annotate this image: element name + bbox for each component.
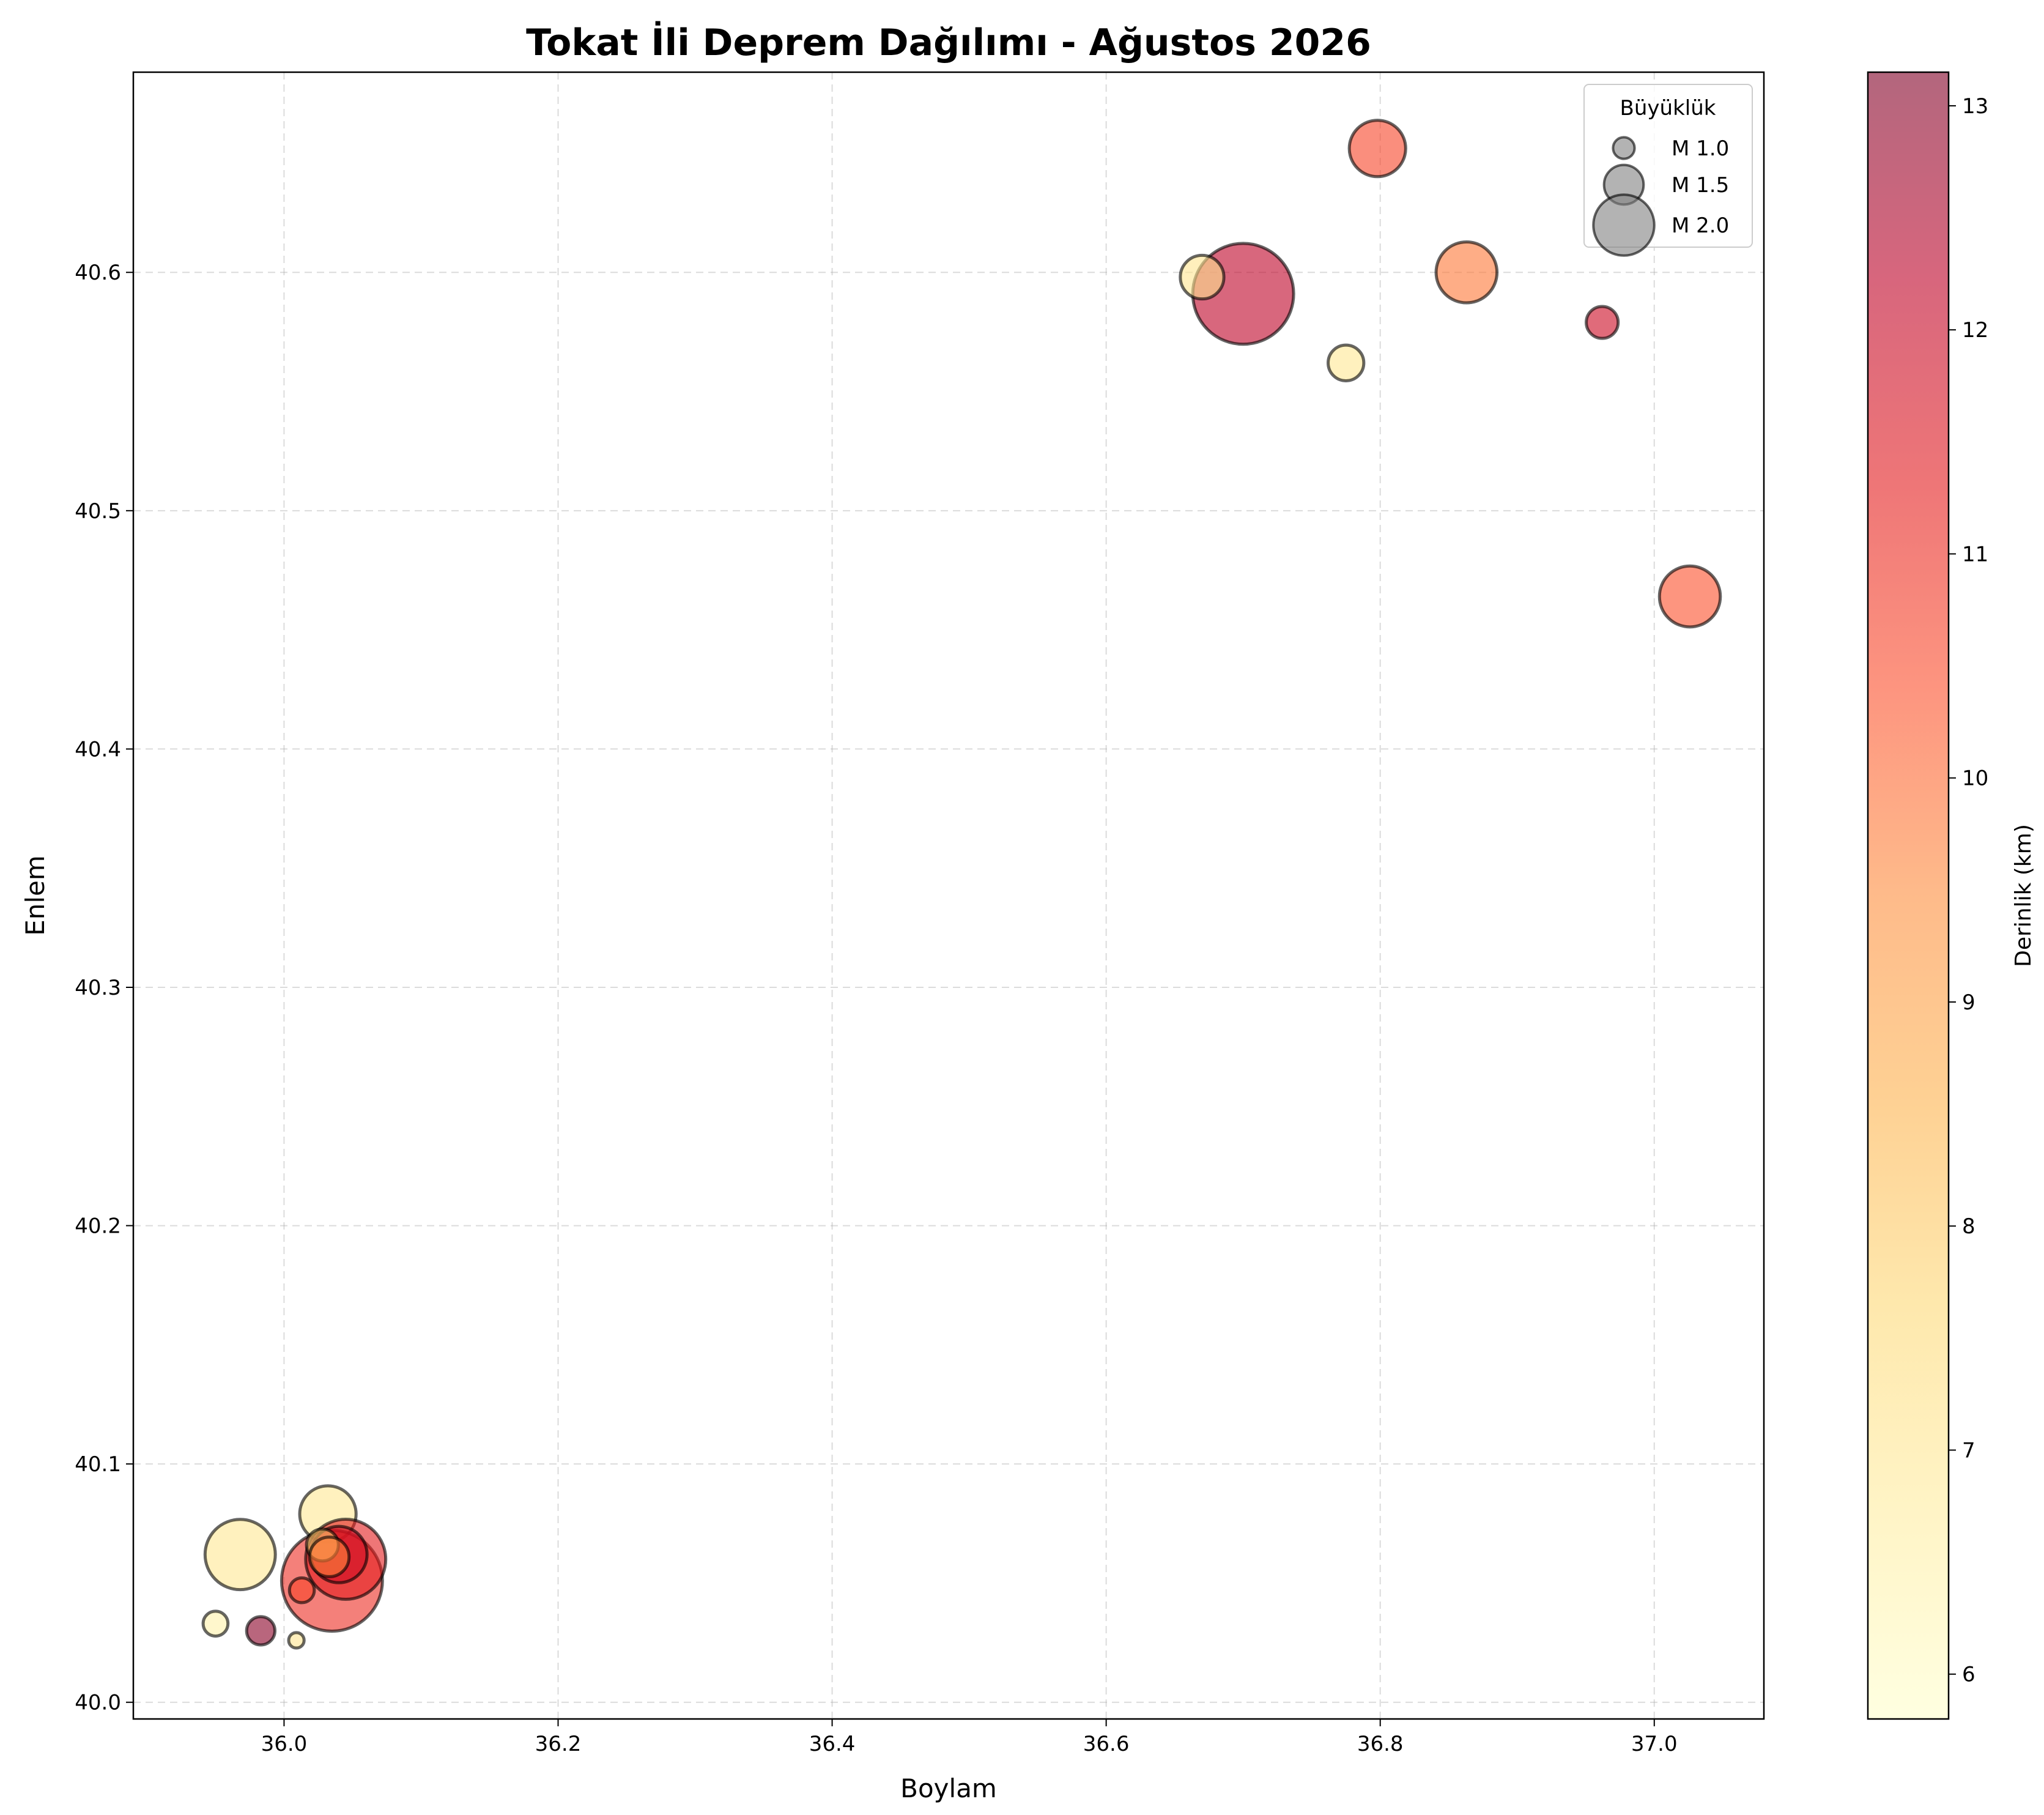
colorbar-tick-label: 7 (1962, 1438, 1975, 1463)
legend-marker (1592, 193, 1656, 257)
data-points (201, 119, 1722, 1650)
y-tick-label: 40.2 (75, 1214, 121, 1239)
colorbar-tick-label: 8 (1962, 1214, 1975, 1239)
earthquake-point (287, 1631, 306, 1650)
earthquake-point (308, 1535, 351, 1578)
y-tick-label: 40.6 (75, 261, 121, 285)
earthquake-point (1657, 564, 1722, 629)
y-tick-label: 40.4 (75, 737, 121, 762)
colorbar-frame (1867, 71, 1950, 1720)
colorbar-label: Derinlik (km) (2011, 824, 2036, 967)
legend-entry-label: M 2.0 (1672, 213, 1729, 238)
y-axis-ticks: 40.0 40.1 40.2 40.3 40.4 40.5 40.6 (75, 261, 133, 1715)
y-tick-label: 40.5 (75, 499, 121, 524)
colorbar-ticks: 6 7 8 9 10 11 12 13 (1949, 94, 1988, 1687)
earthquake-point (201, 1609, 230, 1638)
y-tick-label: 40.3 (75, 976, 121, 1000)
earthquake-point (245, 1615, 276, 1647)
earthquake-point (1434, 240, 1499, 305)
colorbar-tick-label: 12 (1962, 318, 1988, 343)
legend-entry-label: M 1.5 (1672, 173, 1729, 198)
y-axis-label: Enlem (20, 855, 50, 936)
colorbar-tick-label: 9 (1962, 990, 1975, 1015)
chart-title: Tokat İli Deprem Dağılımı - Ağustos 2026 (526, 20, 1371, 64)
x-tick-label: 36.6 (1083, 1732, 1130, 1756)
colorbar-tick-label: 11 (1962, 542, 1988, 566)
earthquake-point (1585, 305, 1620, 340)
y-tick-label: 40.0 (75, 1691, 121, 1715)
colorbar: 6 7 8 9 10 11 12 13 Derinlik (km) (1867, 71, 2036, 1720)
y-tick-label: 40.1 (75, 1452, 121, 1477)
legend-marker (1612, 136, 1636, 160)
earthquake-point (1347, 119, 1407, 179)
legend-title: Büyüklük (1620, 96, 1716, 121)
earthquake-point (1179, 253, 1226, 301)
colorbar-tick-label: 10 (1962, 766, 1988, 791)
x-tick-label: 37.0 (1631, 1732, 1678, 1756)
x-tick-label: 36.8 (1357, 1732, 1404, 1756)
grid-lines (133, 72, 1764, 1719)
plot-frame (132, 71, 1765, 1720)
x-tick-label: 36.0 (261, 1732, 308, 1756)
x-axis-label: Boylam (900, 1773, 997, 1803)
size-legend: Büyüklük M 1.0 M 1.5 M 2.0 (1583, 84, 1753, 257)
x-axis-ticks: 36.0 36.2 36.4 36.6 36.8 37.0 (261, 1719, 1678, 1756)
x-tick-label: 36.2 (535, 1732, 582, 1756)
earthquake-point (203, 1518, 277, 1592)
legend-entry-label: M 1.0 (1672, 136, 1729, 161)
colorbar-gradient (1868, 72, 1949, 1719)
earthquake-point (287, 1576, 316, 1605)
earthquake-point (1327, 343, 1366, 382)
x-tick-label: 36.4 (809, 1732, 856, 1756)
colorbar-tick-label: 13 (1962, 94, 1988, 119)
colorbar-tick-label: 6 (1962, 1663, 1975, 1687)
